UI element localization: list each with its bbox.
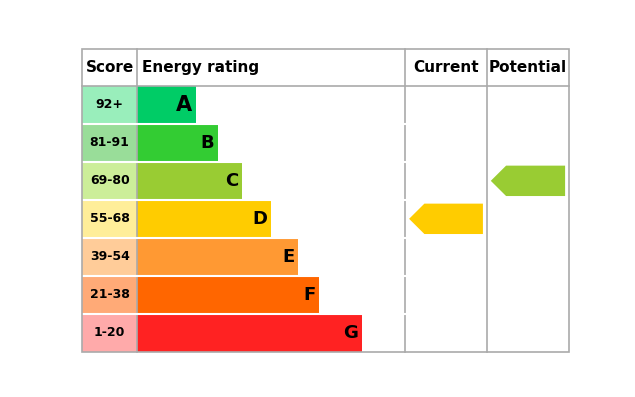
Text: 1-20: 1-20 — [94, 326, 125, 339]
Polygon shape — [491, 166, 565, 196]
Text: A: A — [177, 95, 192, 115]
Bar — [82, 238, 137, 276]
Text: B: B — [200, 134, 214, 152]
Text: 64 | D: 64 | D — [430, 212, 471, 225]
Text: Score: Score — [86, 60, 134, 75]
Bar — [137, 86, 196, 124]
Bar — [82, 200, 137, 238]
Text: F: F — [304, 286, 316, 304]
Text: C: C — [225, 172, 238, 190]
Bar — [82, 162, 137, 200]
Bar — [82, 86, 137, 124]
Text: 55-68: 55-68 — [90, 212, 130, 225]
Bar — [137, 314, 363, 352]
Bar — [82, 276, 137, 314]
Text: 80 | C: 80 | C — [512, 174, 552, 187]
Bar — [137, 162, 242, 200]
Text: 92+: 92+ — [96, 98, 124, 111]
Text: Potential: Potential — [489, 60, 567, 75]
Bar — [137, 124, 218, 162]
Text: Energy rating: Energy rating — [142, 60, 260, 75]
Text: D: D — [252, 210, 267, 228]
Bar — [82, 124, 137, 162]
Text: 39-54: 39-54 — [90, 251, 130, 263]
Text: G: G — [344, 324, 358, 342]
Polygon shape — [409, 204, 483, 234]
Bar — [137, 276, 319, 314]
Text: Current: Current — [413, 60, 479, 75]
Bar — [82, 314, 137, 352]
Text: 69-80: 69-80 — [90, 174, 130, 187]
Text: 81-91: 81-91 — [90, 136, 130, 149]
Text: 21-38: 21-38 — [90, 288, 130, 301]
Bar — [137, 200, 271, 238]
Text: E: E — [282, 248, 294, 266]
Bar — [137, 238, 298, 276]
